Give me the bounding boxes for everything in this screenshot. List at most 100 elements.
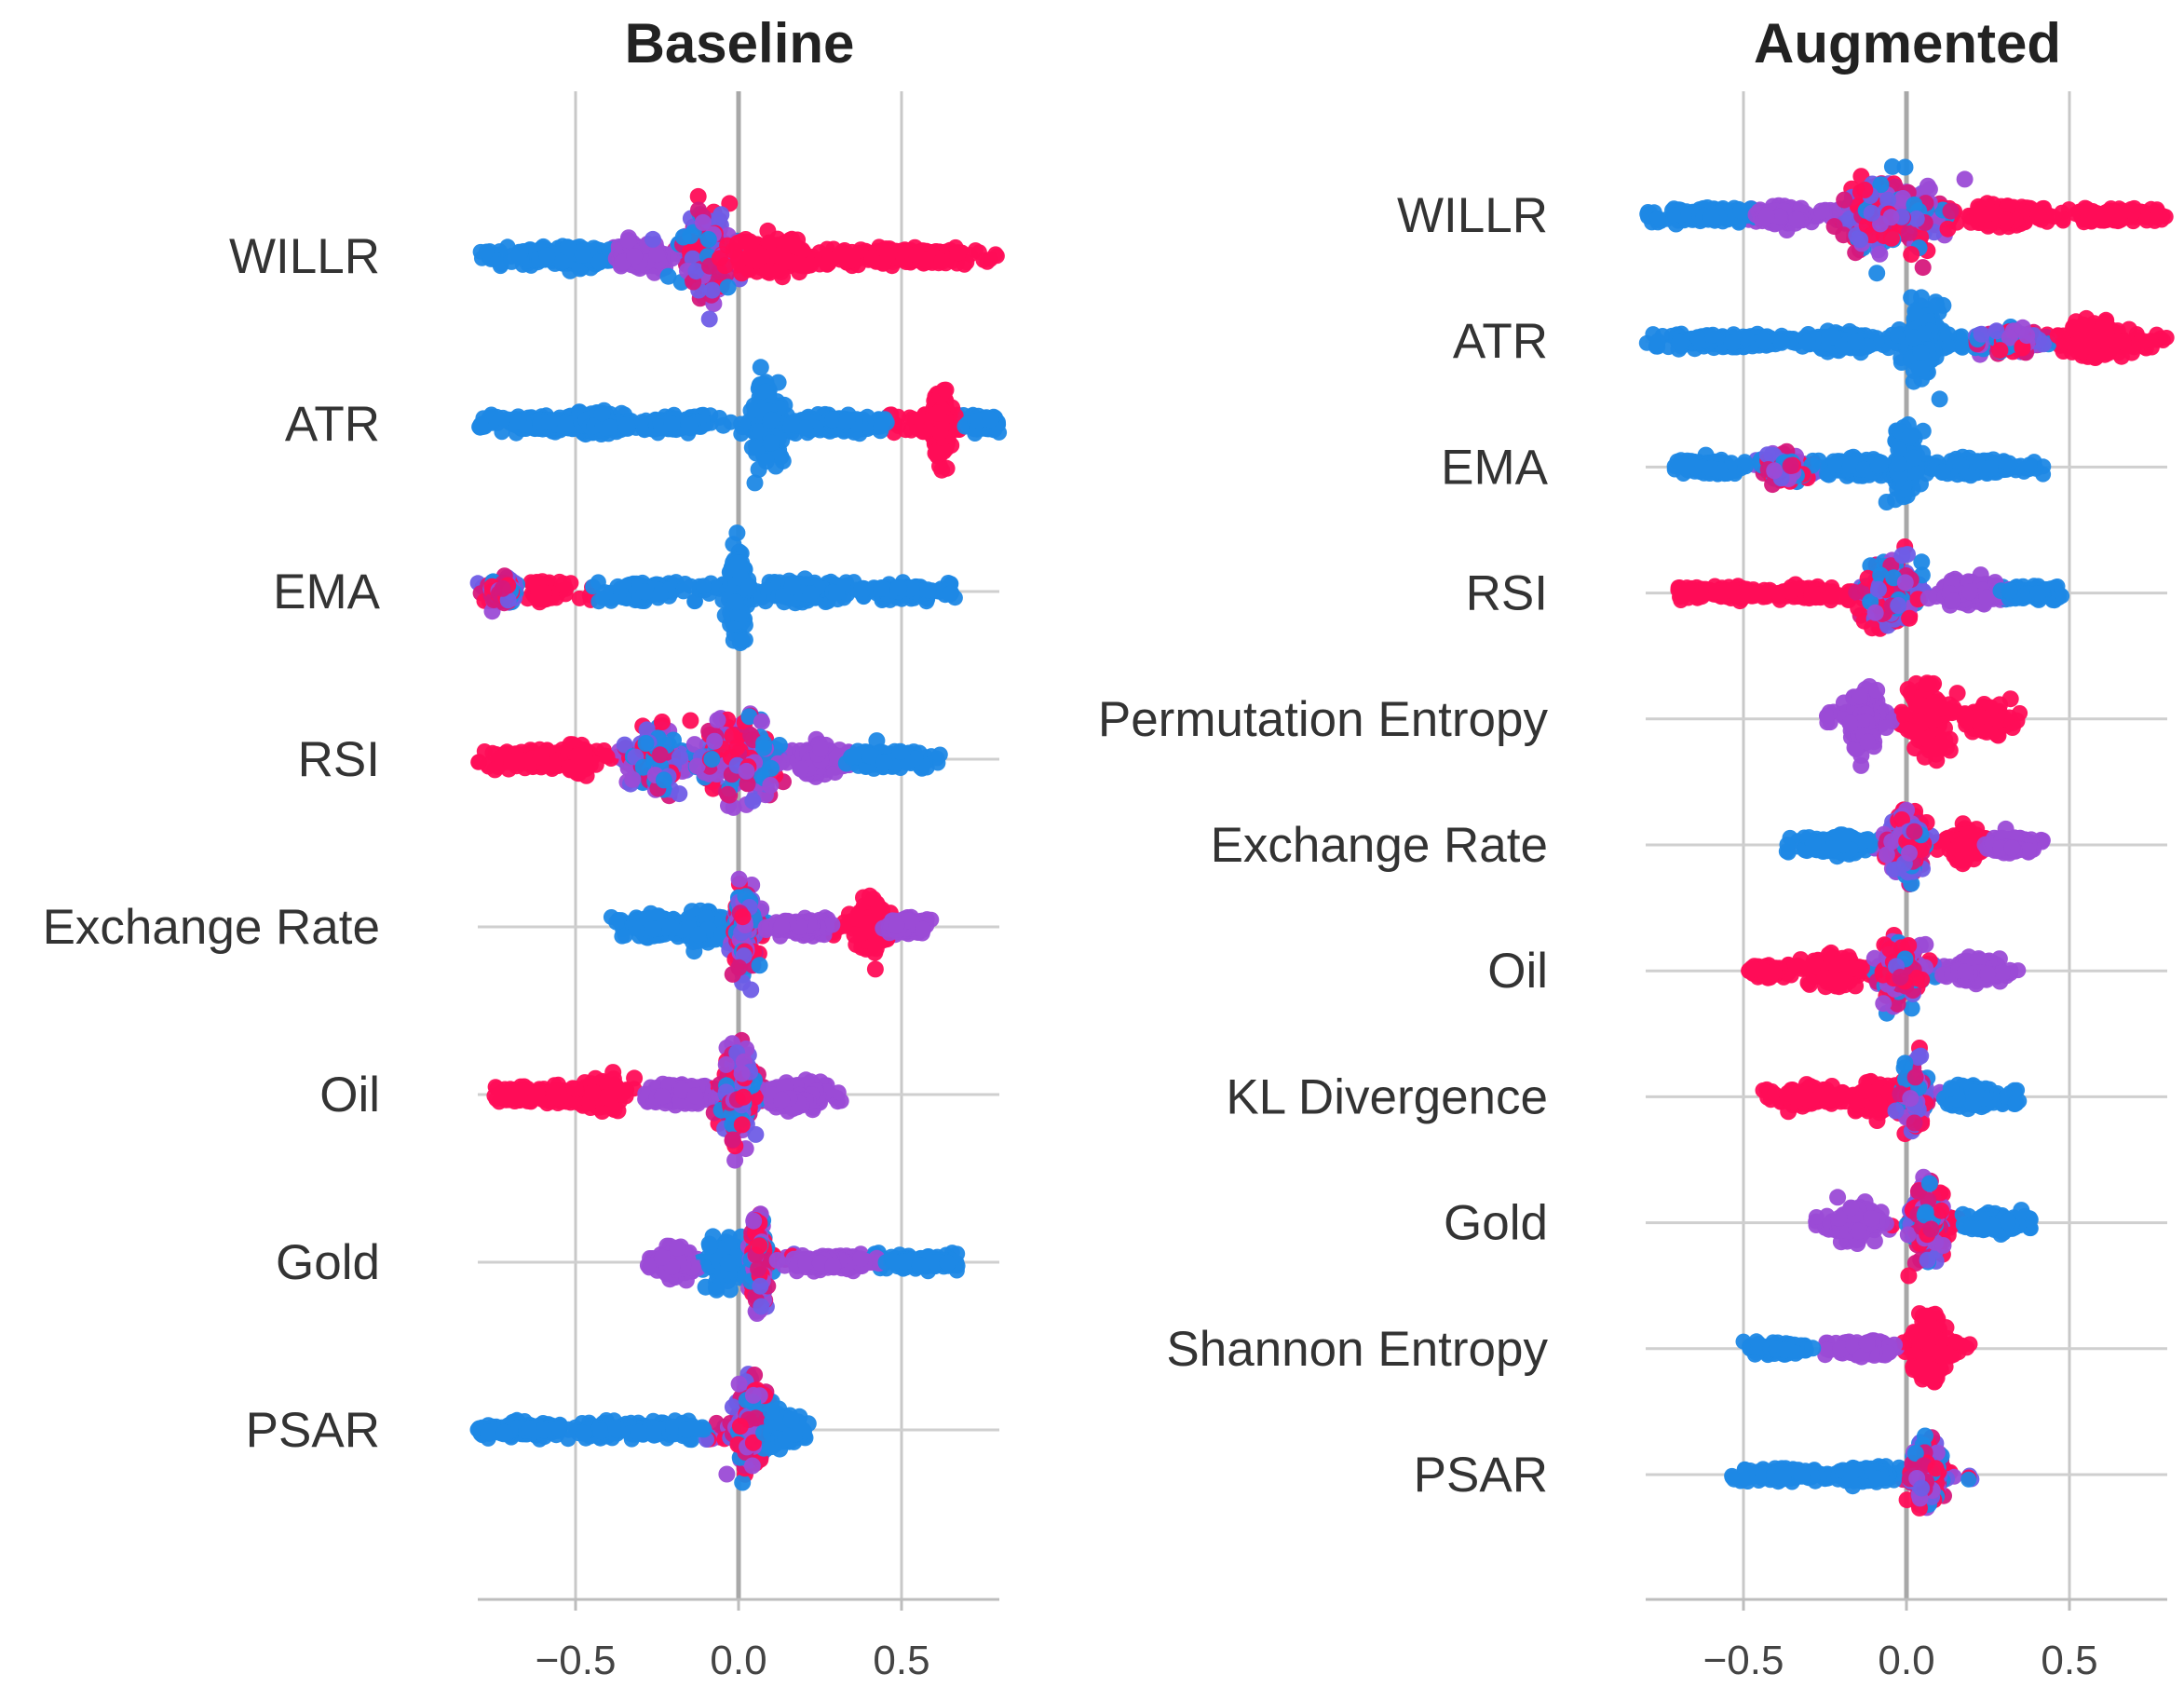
point <box>532 748 549 766</box>
point <box>756 383 774 401</box>
point <box>569 747 587 765</box>
point <box>659 267 677 285</box>
point <box>730 959 748 976</box>
point <box>870 898 888 916</box>
point <box>838 412 856 429</box>
point <box>734 633 752 650</box>
point <box>734 908 752 926</box>
point <box>982 411 999 429</box>
point <box>872 417 889 435</box>
point <box>728 524 746 542</box>
point <box>637 735 655 752</box>
point <box>875 754 893 771</box>
point <box>648 246 666 264</box>
point <box>689 926 707 944</box>
point <box>782 415 800 433</box>
feature-label: EMA <box>273 565 381 619</box>
point <box>929 404 947 422</box>
point <box>655 771 672 789</box>
point <box>728 739 746 756</box>
point <box>751 957 768 974</box>
feature-points-exchange-rate <box>603 870 940 999</box>
point <box>699 231 717 248</box>
point <box>536 584 553 602</box>
point <box>541 414 558 430</box>
point <box>937 381 955 399</box>
point <box>873 579 890 597</box>
point <box>823 916 841 933</box>
point <box>470 754 487 770</box>
point <box>866 960 884 978</box>
point <box>730 870 748 888</box>
feature-points-ema <box>469 524 963 652</box>
point <box>571 590 588 606</box>
point <box>759 263 777 280</box>
point <box>738 762 755 780</box>
point <box>495 409 512 427</box>
point <box>644 230 661 248</box>
point <box>846 926 863 944</box>
point <box>742 401 760 419</box>
point <box>706 732 724 750</box>
point <box>746 474 764 492</box>
point <box>733 265 751 282</box>
point <box>478 243 495 260</box>
point <box>931 746 948 763</box>
point <box>671 748 688 766</box>
point <box>933 252 951 270</box>
point <box>494 579 511 597</box>
point <box>681 416 699 434</box>
point <box>891 742 909 760</box>
point <box>755 739 772 756</box>
point <box>757 453 775 470</box>
point <box>842 249 859 266</box>
point <box>653 714 671 730</box>
point <box>700 310 718 328</box>
point <box>726 593 744 611</box>
point <box>509 413 527 430</box>
point <box>769 247 787 265</box>
point <box>970 244 987 261</box>
point <box>593 404 611 422</box>
point <box>574 246 591 264</box>
point <box>949 244 967 262</box>
point <box>858 915 875 932</box>
point <box>719 785 737 803</box>
feature-points-willr <box>472 187 1005 328</box>
point <box>919 581 937 599</box>
point <box>601 418 618 436</box>
point <box>510 247 528 265</box>
point <box>802 585 820 603</box>
point <box>762 777 780 794</box>
point <box>812 741 829 758</box>
point <box>828 584 846 602</box>
point <box>762 411 780 429</box>
point <box>644 920 662 938</box>
point <box>875 254 892 272</box>
point <box>624 770 642 788</box>
point <box>942 585 958 603</box>
point <box>596 584 614 602</box>
point <box>712 206 730 224</box>
point <box>608 914 625 931</box>
point <box>752 359 769 376</box>
point <box>590 253 608 271</box>
point <box>772 448 790 466</box>
point <box>663 415 681 433</box>
point <box>744 792 762 809</box>
point <box>890 578 908 596</box>
point <box>763 759 780 777</box>
point <box>636 583 654 601</box>
point <box>538 247 556 265</box>
point <box>938 459 956 477</box>
point <box>987 246 1004 263</box>
point <box>618 418 636 436</box>
point <box>696 578 712 594</box>
point <box>651 746 669 764</box>
point <box>762 434 780 452</box>
feature-label: RSI <box>298 732 380 787</box>
point <box>719 279 737 296</box>
feature-label: WILLR <box>229 229 380 284</box>
point <box>671 785 688 803</box>
